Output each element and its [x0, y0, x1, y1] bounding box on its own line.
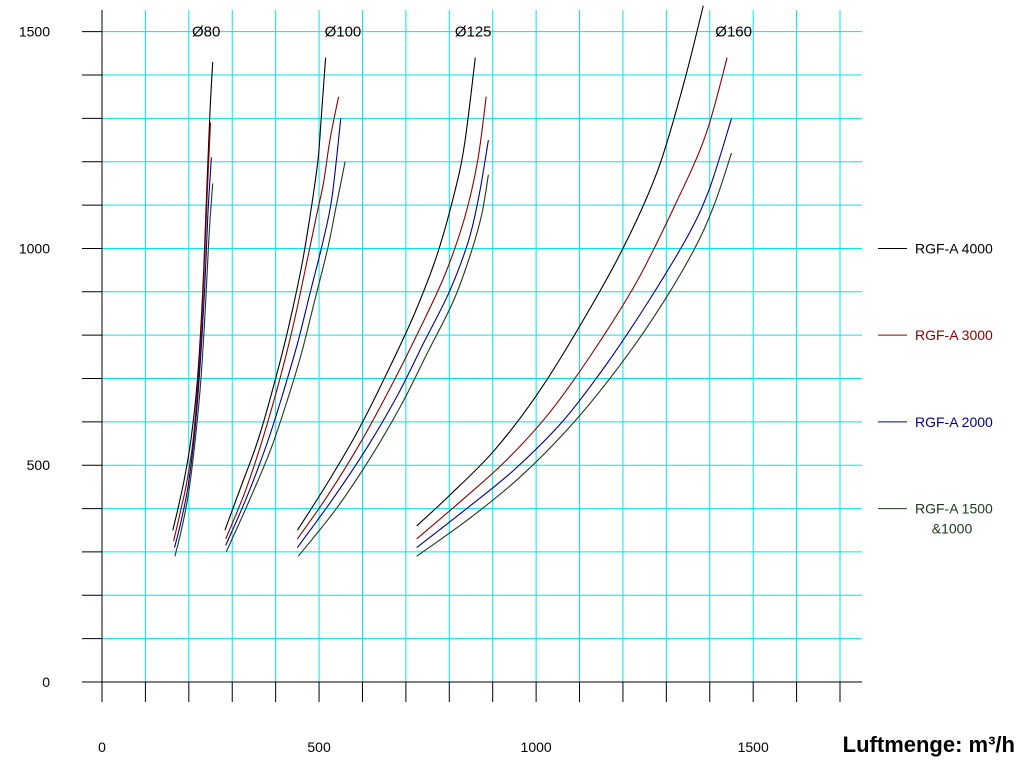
- series-line: [296, 96, 487, 540]
- x-tick-label: 500: [307, 739, 331, 755]
- legend-label: RGF-A 2000: [915, 414, 993, 430]
- series-line: [296, 140, 489, 548]
- series-line: [416, 152, 733, 557]
- grid: [102, 10, 862, 682]
- series-line: [174, 183, 214, 557]
- diameter-label: Ø125: [455, 24, 492, 41]
- x-tick-label: 1500: [738, 739, 769, 755]
- y-tick-label: 500: [27, 457, 51, 473]
- series-line: [173, 122, 212, 542]
- legend: RGF-A 4000 RGF-A 3000 RGF-A 2000 RGF-A 1500…: [878, 240, 993, 537]
- y-tick-label: 1500: [19, 24, 50, 40]
- series-line: [225, 161, 346, 553]
- series-line: [416, 57, 728, 540]
- series-line: [297, 174, 489, 557]
- series-line: [416, 118, 733, 549]
- diameter-label: Ø80: [192, 24, 220, 41]
- legend-label: RGF-A 1500: [915, 501, 993, 517]
- diameter-labels: Ø80 Ø100 Ø125 Ø160: [192, 24, 752, 41]
- y-tick-label: 0: [42, 674, 50, 690]
- series-line: [173, 157, 212, 548]
- legend-label: RGF-A 4000: [915, 240, 993, 256]
- series-line: [225, 118, 342, 546]
- y-tick-label: 1000: [19, 240, 50, 256]
- series-line: [224, 57, 327, 531]
- legend-label: RGF-A 3000: [915, 327, 993, 343]
- diameter-label: Ø160: [715, 24, 752, 41]
- x-tick-label: 1000: [521, 739, 552, 755]
- series-line: [416, 5, 704, 527]
- series-line: [296, 57, 476, 531]
- legend-label-continued: &1000: [932, 521, 973, 537]
- x-axis-label: Luftmenge: m³/h: [843, 732, 1015, 757]
- series-line: [225, 96, 340, 540]
- x-tick-label: 0: [98, 739, 106, 755]
- axes: 0 500 1000 1500 0 500 1000 1500: [19, 10, 862, 755]
- diameter-label: Ø100: [325, 24, 362, 41]
- series-lines: [172, 5, 733, 557]
- series-line: [172, 61, 214, 531]
